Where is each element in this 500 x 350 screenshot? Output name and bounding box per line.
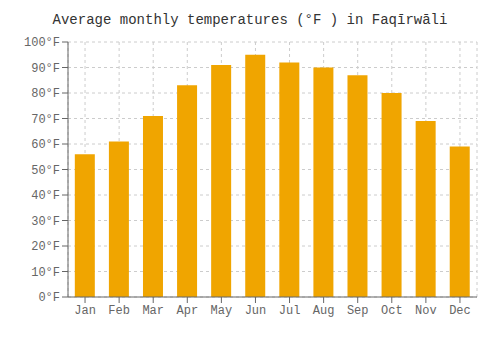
svg-text:Oct: Oct xyxy=(381,304,403,318)
svg-text:Jan: Jan xyxy=(74,304,96,318)
svg-text:30°F: 30°F xyxy=(31,215,60,229)
svg-text:May: May xyxy=(211,304,233,318)
svg-text:20°F: 20°F xyxy=(31,240,60,254)
svg-text:60°F: 60°F xyxy=(31,138,60,152)
svg-text:Dec: Dec xyxy=(449,304,471,318)
svg-text:70°F: 70°F xyxy=(31,113,60,127)
svg-text:80°F: 80°F xyxy=(31,87,60,101)
svg-text:90°F: 90°F xyxy=(31,62,60,76)
svg-text:Aug: Aug xyxy=(313,304,335,318)
svg-text:100°F: 100°F xyxy=(24,36,60,50)
svg-text:Jul: Jul xyxy=(279,304,301,318)
svg-text:50°F: 50°F xyxy=(31,164,60,178)
html-text:Average monthly temperatures (: Average monthly temperatures (°F ) in Fa… xyxy=(52,12,448,28)
svg-text:10°F: 10°F xyxy=(31,266,60,280)
svg-text:Apr: Apr xyxy=(176,304,198,318)
svg-text:Nov: Nov xyxy=(415,304,437,318)
svg-text:Feb: Feb xyxy=(108,304,130,318)
svg-text:40°F: 40°F xyxy=(31,189,60,203)
svg-text:Sep: Sep xyxy=(347,304,369,318)
svg-text:0°F: 0°F xyxy=(38,291,60,305)
svg-text:Jun: Jun xyxy=(245,304,267,318)
svg-text:Mar: Mar xyxy=(142,304,164,318)
